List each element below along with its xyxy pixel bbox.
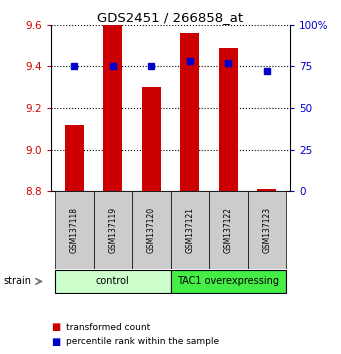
Bar	[170, 191, 209, 269]
Bar	[132, 191, 170, 269]
Text: strain: strain	[3, 276, 31, 286]
Bar	[55, 270, 170, 292]
Text: GSM137122: GSM137122	[224, 207, 233, 253]
Bar	[248, 191, 286, 269]
Bar	[219, 48, 238, 191]
Bar	[257, 189, 276, 191]
Text: ■: ■	[51, 322, 60, 332]
Bar	[209, 191, 248, 269]
Text: GSM137120: GSM137120	[147, 207, 156, 253]
Bar	[65, 125, 84, 191]
Bar	[55, 191, 93, 269]
Title: GDS2451 / 266858_at: GDS2451 / 266858_at	[98, 11, 243, 24]
Bar	[93, 191, 132, 269]
Text: GSM137121: GSM137121	[185, 207, 194, 253]
Bar	[180, 33, 199, 191]
Text: GSM137118: GSM137118	[70, 207, 79, 253]
Text: GSM137119: GSM137119	[108, 207, 117, 253]
Bar	[142, 87, 161, 191]
Text: control: control	[96, 276, 130, 286]
Text: ■: ■	[51, 337, 60, 347]
Text: TAC1 overexpressing: TAC1 overexpressing	[177, 276, 279, 286]
Text: transformed count: transformed count	[66, 323, 151, 332]
Bar	[103, 25, 122, 191]
Bar	[170, 270, 286, 292]
Text: percentile rank within the sample: percentile rank within the sample	[66, 337, 220, 346]
Text: GSM137123: GSM137123	[262, 207, 271, 253]
